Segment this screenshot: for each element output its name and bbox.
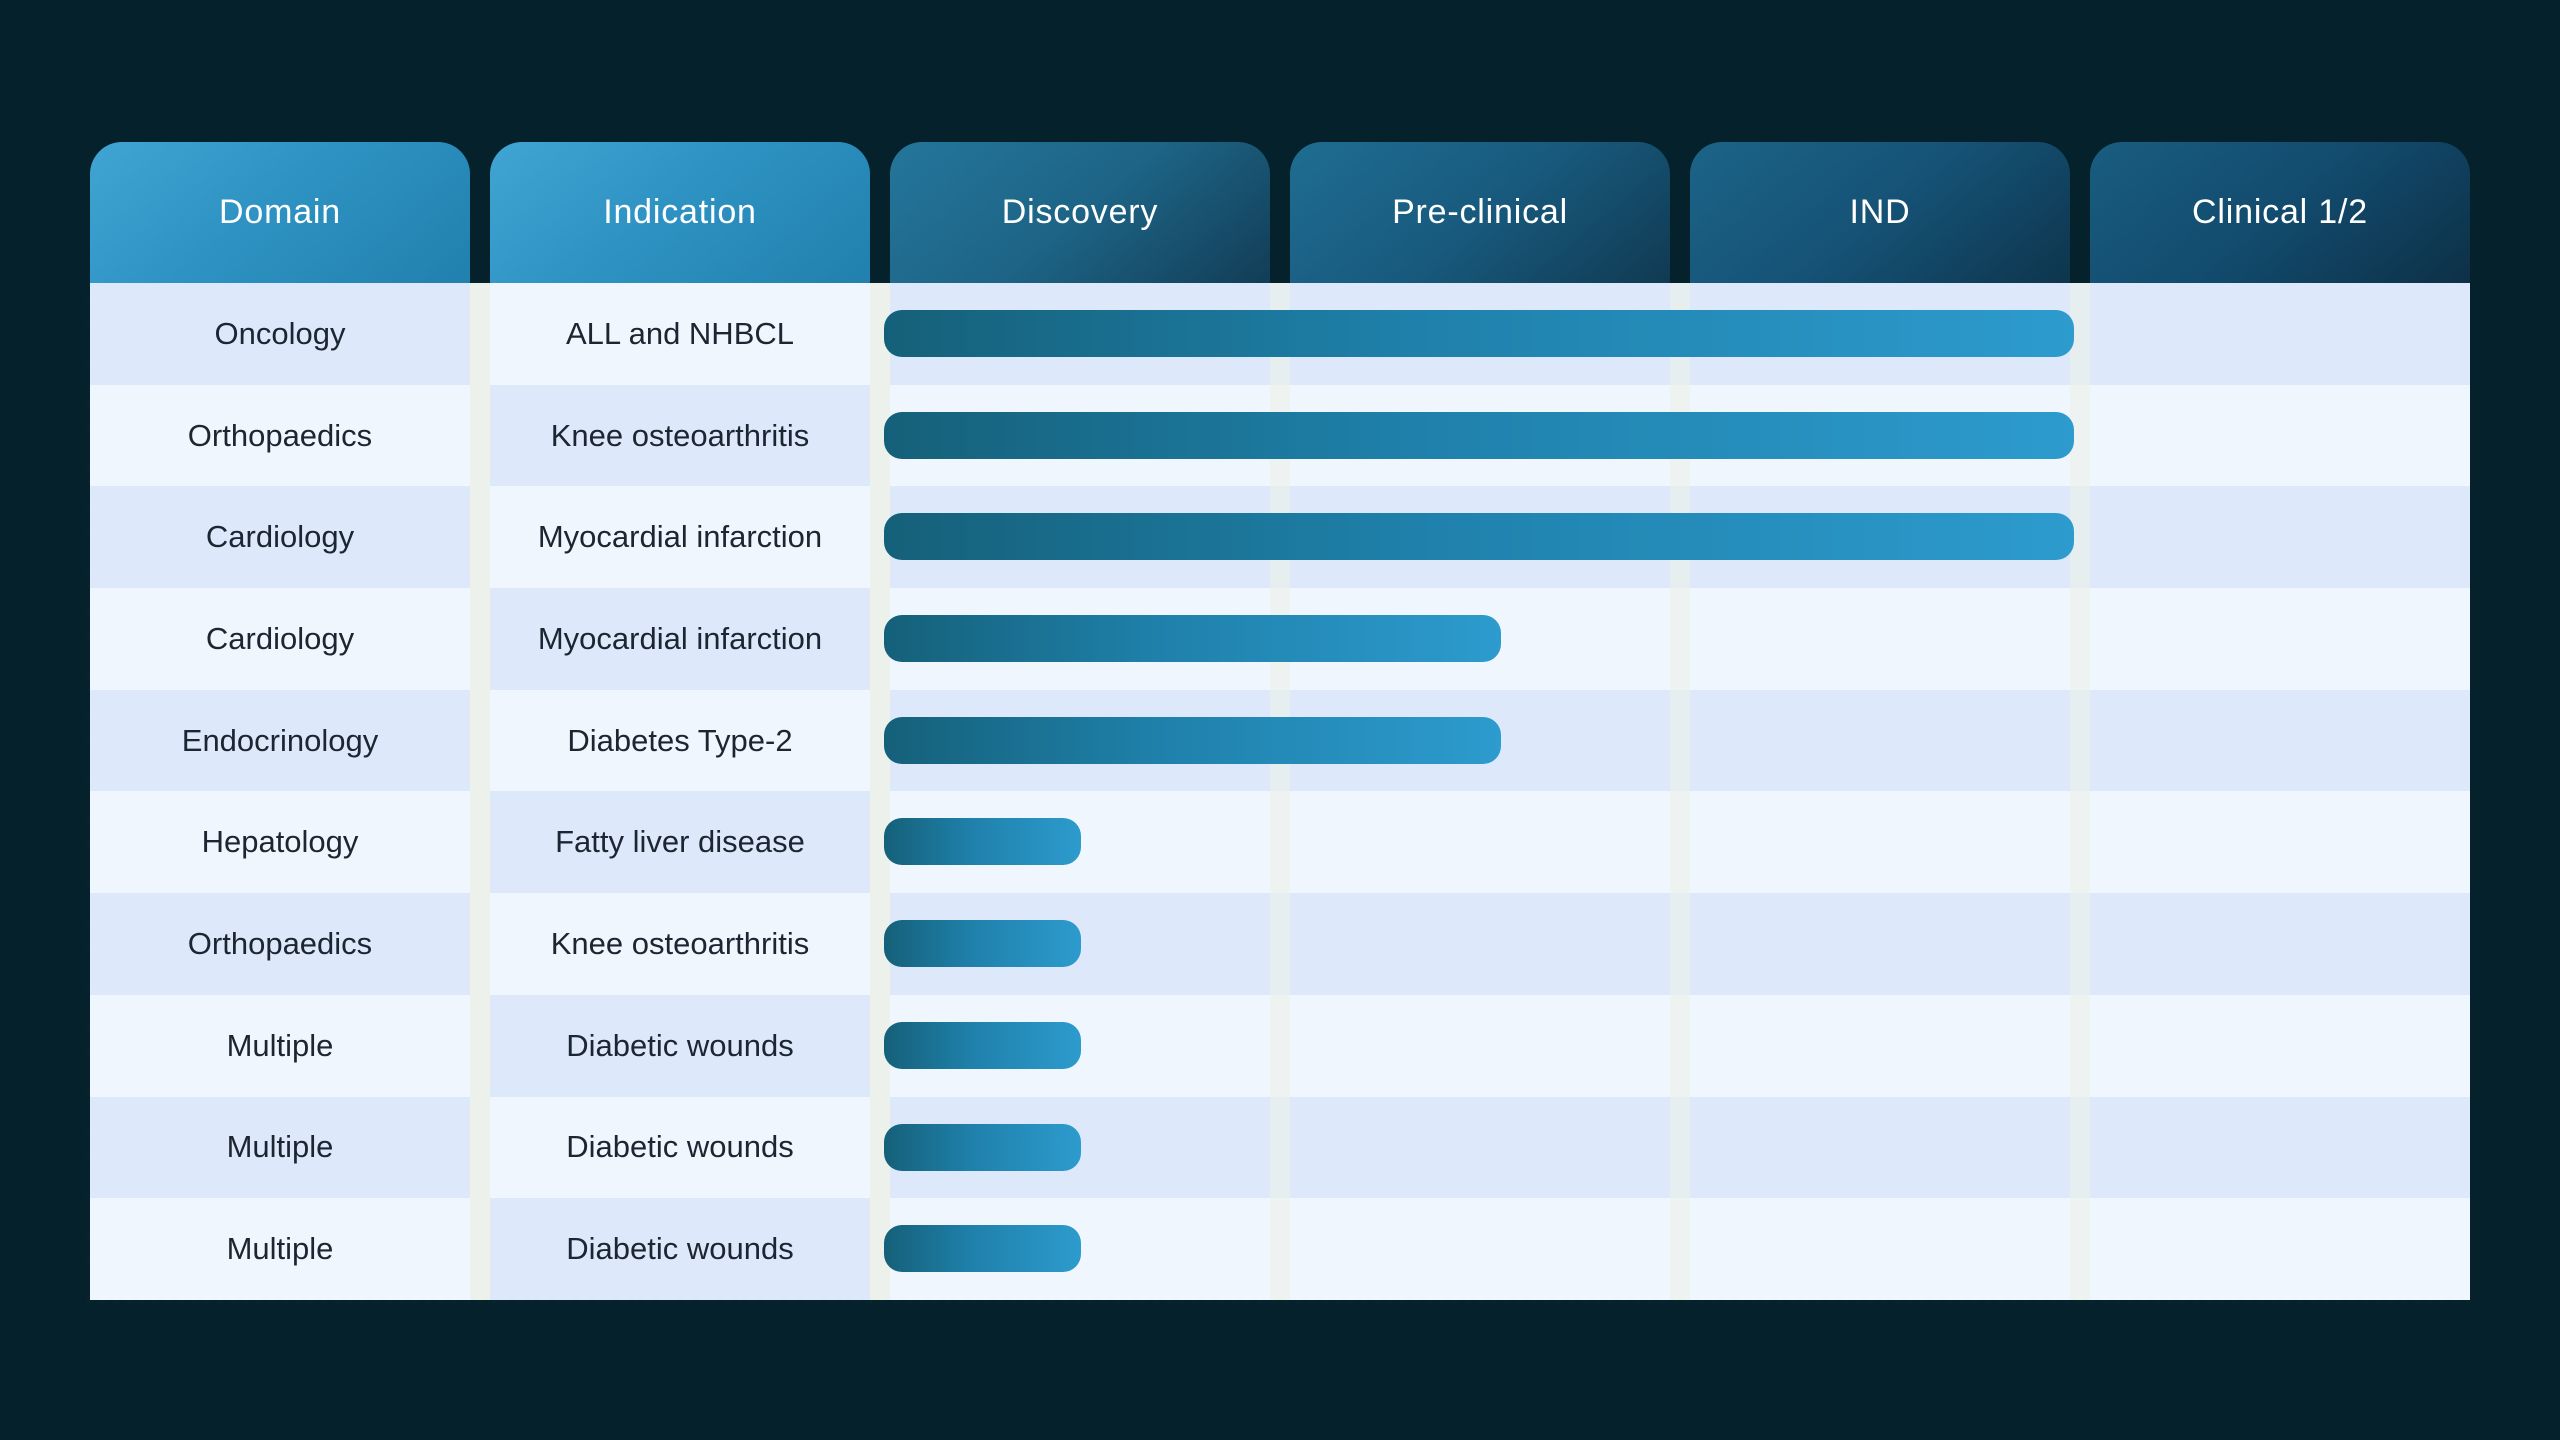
indication-label: Diabetic wounds bbox=[566, 1129, 794, 1165]
domain-cell: Cardiology bbox=[90, 588, 470, 690]
stage-track bbox=[884, 1198, 2470, 1300]
domain-cell: Multiple bbox=[90, 994, 470, 1097]
indication-label: Knee osteoarthritis bbox=[550, 417, 810, 453]
column-header-indication: Indication bbox=[490, 142, 870, 283]
domain-cell: Cardiology bbox=[90, 486, 470, 589]
domain-label: Oncology bbox=[214, 315, 346, 351]
stage-track bbox=[884, 384, 2470, 487]
indication-cell: ALL and NHBCL bbox=[490, 283, 870, 385]
indication-label: Diabetes Type-2 bbox=[567, 722, 793, 758]
domain-cell: Orthopaedics bbox=[90, 893, 470, 995]
column-header-discovery: Discovery bbox=[890, 142, 1270, 283]
table-row: Hepatology Fatty liver disease bbox=[90, 791, 2470, 894]
indication-label: Fatty liver disease bbox=[555, 824, 805, 860]
domain-cell: Hepatology bbox=[90, 791, 470, 894]
column-header-domain: Domain bbox=[90, 142, 470, 283]
domain-cell: Multiple bbox=[90, 1198, 470, 1300]
domain-label: Endocrinology bbox=[181, 722, 379, 758]
column-header-pre-clinical: Pre-clinical bbox=[1290, 142, 1670, 283]
domain-label: Multiple bbox=[226, 1129, 334, 1165]
stage-track bbox=[884, 994, 2470, 1097]
column-header-label: Domain bbox=[219, 193, 341, 231]
progress-bar bbox=[884, 513, 2074, 561]
pipeline-table: Domain Indication Discovery Pre-clinical… bbox=[87, 142, 2470, 1303]
indication-cell: Knee osteoarthritis bbox=[490, 384, 870, 487]
column-header-label: Pre-clinical bbox=[1392, 193, 1568, 231]
stage-track bbox=[884, 893, 2470, 995]
indication-cell: Myocardial infarction bbox=[490, 588, 870, 690]
header-row: Domain Indication Discovery Pre-clinical… bbox=[90, 142, 2470, 283]
indication-cell: Diabetic wounds bbox=[490, 994, 870, 1097]
indication-cell: Knee osteoarthritis bbox=[490, 893, 870, 995]
indication-label: Knee osteoarthritis bbox=[550, 925, 810, 961]
column-header-clinical-1-2: Clinical 1/2 bbox=[2090, 142, 2470, 283]
indication-label: Myocardial infarction bbox=[537, 620, 823, 656]
table-row: Multiple Diabetic wounds bbox=[90, 1096, 2470, 1199]
progress-bar bbox=[884, 716, 1501, 764]
table-row: Orthopaedics Knee osteoarthritis bbox=[90, 384, 2470, 487]
indication-label: Myocardial infarction bbox=[537, 519, 823, 555]
indication-label: Diabetic wounds bbox=[566, 1027, 794, 1063]
indication-cell: Diabetes Type-2 bbox=[490, 689, 870, 792]
column-header-ind: IND bbox=[1690, 142, 2070, 283]
domain-cell: Multiple bbox=[90, 1096, 470, 1199]
column-header-label: Indication bbox=[603, 193, 757, 231]
domain-label: Cardiology bbox=[205, 519, 355, 555]
table-row: Oncology ALL and NHBCL bbox=[90, 283, 2470, 385]
stage-track bbox=[884, 486, 2470, 589]
progress-bar bbox=[884, 1123, 1081, 1171]
indication-cell: Diabetic wounds bbox=[490, 1096, 870, 1199]
table-row: Cardiology Myocardial infarction bbox=[90, 588, 2470, 690]
table-body: Oncology ALL and NHBCL Orthopaedics Knee… bbox=[87, 283, 2470, 1303]
table-row: Endocrinology Diabetes Type-2 bbox=[90, 689, 2470, 792]
column-header-label: Clinical 1/2 bbox=[2192, 193, 2368, 231]
indication-cell: Myocardial infarction bbox=[490, 486, 870, 589]
stage-track bbox=[884, 283, 2470, 385]
indication-cell: Fatty liver disease bbox=[490, 791, 870, 894]
progress-bar bbox=[884, 615, 1501, 663]
table-row: Cardiology Myocardial infarction bbox=[90, 486, 2470, 589]
indication-cell: Diabetic wounds bbox=[490, 1198, 870, 1300]
stage-track bbox=[884, 791, 2470, 894]
stage-track bbox=[884, 1096, 2470, 1199]
domain-cell: Orthopaedics bbox=[90, 384, 470, 487]
column-header-label: IND bbox=[1849, 193, 1911, 231]
domain-label: Multiple bbox=[226, 1027, 334, 1063]
domain-label: Orthopaedics bbox=[187, 417, 373, 453]
domain-cell: Oncology bbox=[90, 283, 470, 385]
table-row: Multiple Diabetic wounds bbox=[90, 1198, 2470, 1300]
domain-label: Orthopaedics bbox=[187, 925, 373, 961]
table-row: Orthopaedics Knee osteoarthritis bbox=[90, 893, 2470, 995]
progress-bar bbox=[884, 818, 1081, 866]
stage-track bbox=[884, 689, 2470, 792]
progress-bar bbox=[884, 411, 2074, 459]
domain-label: Hepatology bbox=[201, 824, 359, 860]
progress-bar bbox=[884, 1225, 1081, 1273]
domain-cell: Endocrinology bbox=[90, 689, 470, 792]
column-header-label: Discovery bbox=[1001, 193, 1159, 231]
progress-bar bbox=[884, 310, 2074, 357]
progress-bar bbox=[884, 1021, 1081, 1069]
indication-label: ALL and NHBCL bbox=[565, 315, 795, 351]
domain-label: Cardiology bbox=[205, 620, 355, 656]
progress-bar bbox=[884, 920, 1081, 968]
stage-track bbox=[884, 588, 2470, 690]
table-row: Multiple Diabetic wounds bbox=[90, 994, 2470, 1097]
domain-label: Multiple bbox=[226, 1231, 334, 1267]
indication-label: Diabetic wounds bbox=[566, 1231, 794, 1267]
